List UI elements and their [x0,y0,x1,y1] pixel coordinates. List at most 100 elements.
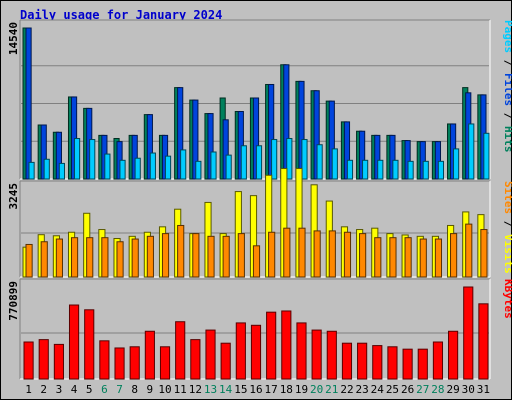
bar-pages-day-27 [422,160,429,180]
bar-kbytes-day-1 [23,341,34,380]
bar-kbytes-day-4 [68,304,80,380]
day-label-12: 12 [189,383,202,396]
day-label-18: 18 [280,383,293,396]
bar-pages-day-21 [331,148,338,180]
bar-pages-day-6 [104,153,111,180]
bar-kbytes-day-27 [417,348,428,380]
bar-kbytes-day-20 [311,329,322,380]
bar-sites-day-11 [177,224,185,278]
bar-pages-day-14 [225,154,232,180]
bar-sites-day-25 [389,237,397,278]
bar-sites-day-9 [146,235,154,278]
day-label-31: 31 [477,383,490,396]
legend-segment: / [502,214,512,234]
day-label-19: 19 [295,383,308,396]
bar-pages-day-23 [362,159,369,180]
bar-sites-day-29 [450,233,458,278]
bar-sites-day-23 [359,233,367,278]
bar-sites-day-28 [434,238,443,278]
day-label-29: 29 [446,383,459,396]
day-label-8: 8 [131,383,138,396]
day-label-6: 6 [101,383,108,396]
bar-kbytes-day-18 [281,310,292,380]
bar-kbytes-day-17 [266,311,277,380]
bar-sites-day-18 [283,227,291,278]
bar-kbytes-day-26 [402,348,413,380]
bar-kbytes-day-25 [387,346,398,380]
bar-kbytes-day-5 [84,309,95,380]
day-label-10: 10 [158,383,171,396]
bar-sites-day-16 [252,245,261,278]
bar-kbytes-day-24 [372,345,383,380]
bar-sites-day-30 [465,223,473,278]
bar-kbytes-day-15 [235,322,246,380]
day-label-14: 14 [219,383,233,396]
bar-pages-day-13 [210,151,217,180]
day-label-20: 20 [310,383,323,396]
bar-sites-day-6 [101,237,109,278]
legend-label-middle: Sites / Visits [502,181,512,274]
bar-pages-day-31 [483,132,490,180]
bar-kbytes-day-13 [205,329,216,380]
bar-pages-day-20 [316,144,323,180]
bar-pages-day-28 [437,160,445,180]
day-label-13: 13 [204,383,217,396]
bar-sites-day-7 [116,241,124,278]
day-label-25: 25 [386,383,399,396]
day-label-11: 11 [174,383,187,396]
day-label-1: 1 [25,383,32,396]
bar-sites-day-27 [419,238,427,278]
bar-sites-day-10 [161,233,170,278]
day-label-2: 2 [40,383,47,396]
bar-sites-day-5 [86,237,94,278]
legend-segment: / [502,106,512,126]
legend-segment: KBytes [502,279,512,319]
bar-sites-day-26 [404,237,412,278]
day-label-4: 4 [71,383,78,396]
day-label-3: 3 [56,383,63,396]
bar-pages-day-11 [180,149,187,180]
legend-label-bottom: KBytes [502,279,512,319]
bar-kbytes-day-9 [144,330,155,380]
bar-pages-day-26 [407,160,414,180]
bar-kbytes-day-31 [478,303,489,380]
bar-kbytes-day-22 [341,342,353,380]
bar-kbytes-day-30 [463,286,474,380]
legend-segment: Files [502,73,512,106]
bar-pages-day-2 [43,158,50,180]
bar-kbytes-day-21 [326,330,337,380]
legend-segment: Visits [502,234,512,274]
bar-kbytes-day-19 [296,322,307,380]
bar-kbytes-day-14 [220,342,231,380]
bar-kbytes-day-23 [357,342,368,380]
day-label-23: 23 [356,383,369,396]
bar-kbytes-day-12 [190,339,201,380]
day-label-27: 27 [416,383,429,396]
bar-sites-day-15 [237,233,245,278]
day-label-16: 16 [249,383,262,396]
bar-sites-day-14 [222,235,230,278]
bar-pages-day-9 [149,152,156,180]
bar-sites-day-24 [374,237,382,278]
bar-sites-day-22 [343,231,352,278]
ymax-label-bottom: 770899 [7,281,20,321]
bar-pages-day-18 [286,137,293,180]
bar-pages-day-16 [255,145,263,180]
bar-sites-day-31 [480,229,488,278]
day-label-15: 15 [234,383,247,396]
bar-pages-day-15 [240,145,247,180]
bar-pages-day-5 [89,139,96,180]
legend-segment: Hits [502,126,512,153]
bar-pages-day-4 [73,137,81,180]
bar-pages-day-10 [164,155,172,180]
bar-kbytes-day-29 [448,330,459,380]
legend-segment: Pages [502,20,512,53]
bar-pages-day-22 [346,159,354,180]
day-label-24: 24 [371,383,385,396]
bar-kbytes-day-7 [114,347,125,380]
bar-sites-day-13 [207,235,215,278]
day-label-22: 22 [340,383,353,396]
day-label-26: 26 [401,383,414,396]
bar-kbytes-day-28 [432,341,444,380]
